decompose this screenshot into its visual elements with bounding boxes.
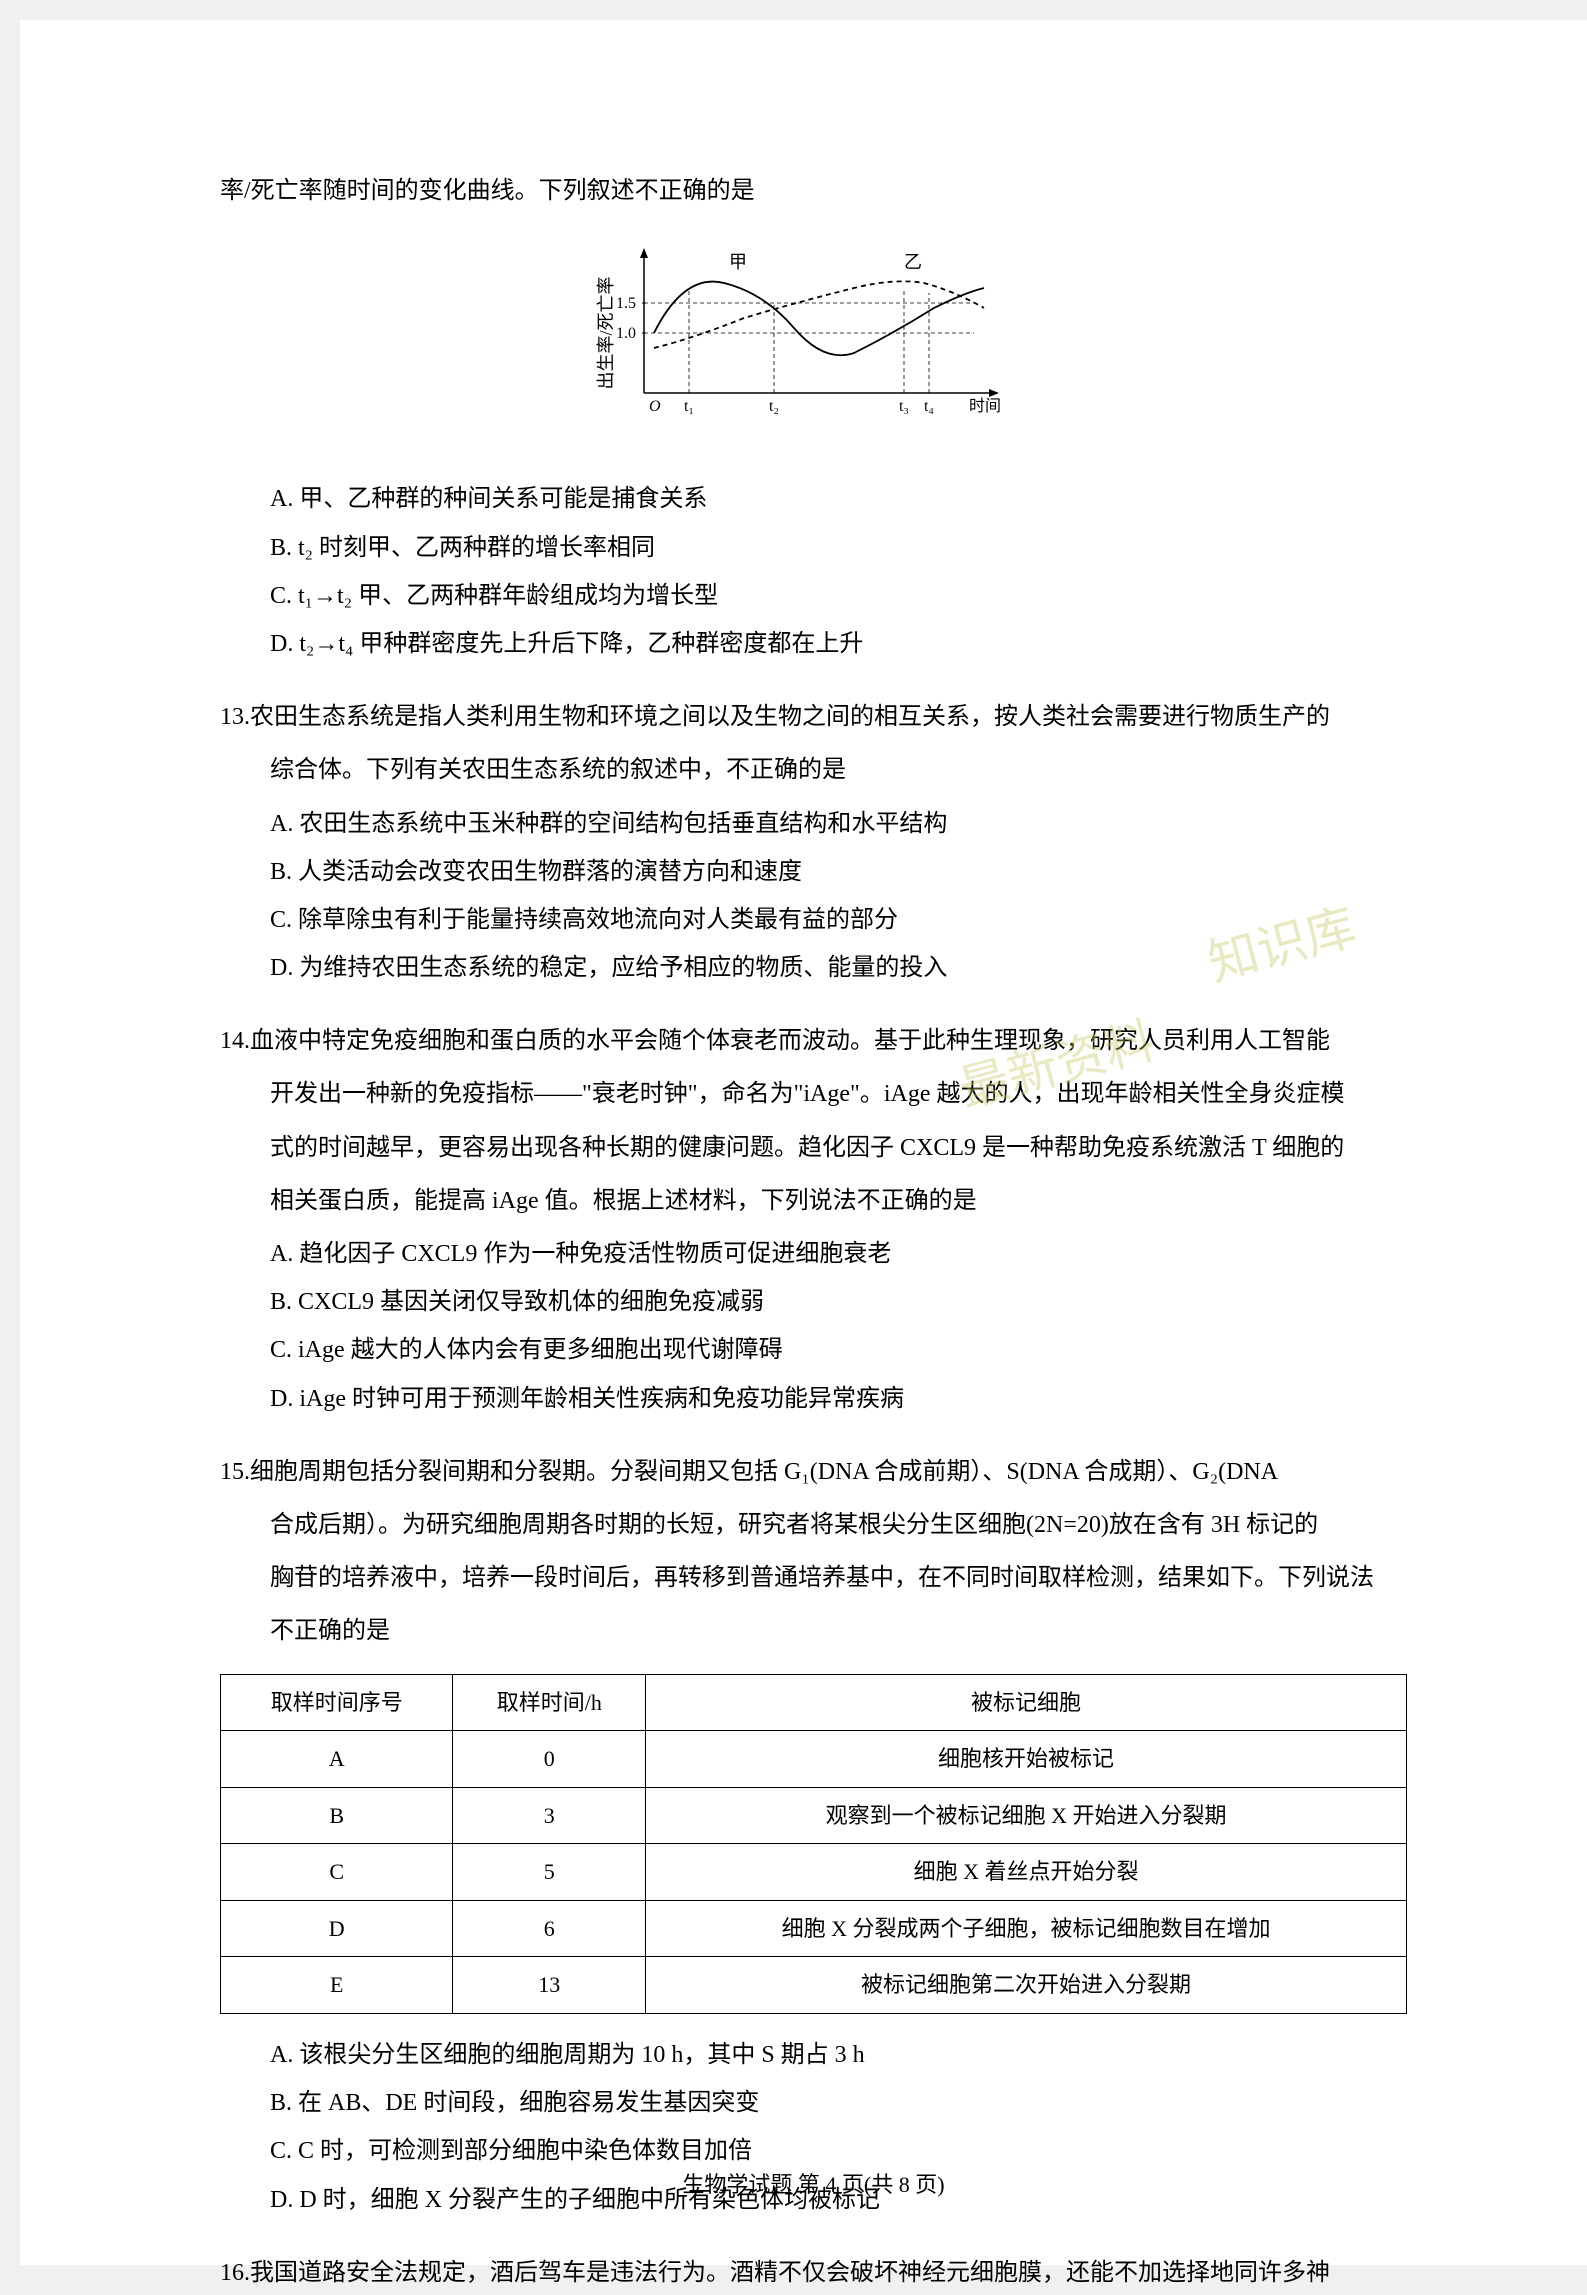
q14-option-a: A. 趋化因子 CXCL9 作为一种免疫活性物质可促进细胞衰老 [220,1233,1407,1276]
q14-option-b: B. CXCL9 基因关闭仅导致机体的细胞免疫减弱 [220,1281,1407,1324]
q12-option-d: D. t₂→t₄ 甲种群密度先上升后下降，乙种群密度都在上升 [220,623,1407,666]
q13-option-a: A. 农田生态系统中玉米种群的空间结构包括垂直结构和水平结构 [220,803,1407,846]
q15: 15.细胞周期包括分裂间期和分裂期。分裂间期又包括 G₁(DNA 合成前期）、S… [220,1451,1407,2222]
svg-text:t₁: t₁ [683,398,693,415]
q14-option-d: D. iAge 时钟可用于预测年龄相关性疾病和免疫功能异常疾病 [220,1378,1407,1421]
page-footer: 生物学试题 第 4 页(共 8 页) [20,2165,1587,2205]
q12-option-a: A. 甲、乙种群的种间关系可能是捕食关系 [220,478,1407,521]
q15-stem3: 胸苷的培养液中，培养一段时间后，再转移到普通培养基中，在不同时间取样检测，结果如… [220,1557,1407,1600]
q14-number: 14. [220,1028,250,1054]
q14-stem3: 式的时间越早，更容易出现各种长期的健康问题。趋化因子 CXCL9 是一种帮助免疫… [220,1127,1407,1170]
q13-option-b: B. 人类活动会改变农田生物群落的演替方向和速度 [220,851,1407,894]
table-row: D 6 细胞 X 分裂成两个子细胞，被标记细胞数目在增加 [221,1900,1407,1957]
q14-stem1: 14.血液中特定免疫细胞和蛋白质的水平会随个体衰老而波动。基于此种生理现象，研究… [220,1020,1407,1063]
birth-death-rate-chart: 出生率/死亡率 1.0 1.5 O t₁ t₂ t₃ t₄ [594,233,1034,433]
q13-stem2: 综合体。下列有关农田生态系统的叙述中，不正确的是 [220,749,1407,792]
q15-option-a: A. 该根尖分生区细胞的细胞周期为 10 h，其中 S 期占 3 h [220,2034,1407,2077]
svg-text:t₄: t₄ [923,398,933,415]
continuation-text: 率/死亡率随时间的变化曲线。下列叙述不正确的是 [220,170,1407,213]
q15-th-0: 取样时间序号 [221,1674,453,1731]
svg-text:出生率/死亡率: 出生率/死亡率 [596,277,616,390]
q16: 16.我国道路安全法规定，酒后驾车是违法行为。酒精不仅会破坏神经元细胞膜，还能不… [220,2252,1407,2295]
svg-text:时间: 时间 [969,397,1001,415]
q13-option-c: C. 除草除虫有利于能量持续高效地流向对人类最有益的部分 [220,899,1407,942]
table-row: A 0 细胞核开始被标记 [221,1731,1407,1788]
q15-th-2: 被标记细胞 [646,1674,1407,1731]
q14-stem4: 相关蛋白质，能提高 iAge 值。根据上述材料，下列说法不正确的是 [220,1180,1407,1223]
q14-option-c: C. iAge 越大的人体内会有更多细胞出现代谢障碍 [220,1329,1407,1372]
q16-number: 16. [220,2260,250,2286]
table-row: B 3 观察到一个被标记细胞 X 开始进入分裂期 [221,1787,1407,1844]
q15-number: 15. [220,1459,250,1485]
table-row: C 5 细胞 X 着丝点开始分裂 [221,1844,1407,1901]
q14-stem2: 开发出一种新的免疫指标——"衰老时钟"，命名为"iAge"。iAge 越大的人，… [220,1073,1407,1116]
q12-options: A. 甲、乙种群的种间关系可能是捕食关系 B. t₂ 时刻甲、乙两种群的增长率相… [220,478,1407,666]
svg-text:乙: 乙 [904,252,922,272]
chart-container: 出生率/死亡率 1.0 1.5 O t₁ t₂ t₃ t₄ [220,233,1407,448]
svg-text:1.0: 1.0 [616,325,636,342]
q13-number: 13. [220,704,250,730]
svg-text:t₂: t₂ [768,398,778,415]
exam-page: 率/死亡率随时间的变化曲线。下列叙述不正确的是 出生率/死亡率 1.0 1.5 [20,20,1587,2265]
q15-stem1: 15.细胞周期包括分裂间期和分裂期。分裂间期又包括 G₁(DNA 合成前期）、S… [220,1451,1407,1494]
q15-stem2: 合成后期）。为研究细胞周期各时期的长短，研究者将某根尖分生区细胞(2N=20)放… [220,1504,1407,1547]
svg-text:甲: 甲 [729,252,747,272]
q15-option-b: B. 在 AB、DE 时间段，细胞容易发生基因突变 [220,2082,1407,2125]
q12-option-b: B. t₂ 时刻甲、乙两种群的增长率相同 [220,527,1407,570]
q15-stem4: 不正确的是 [220,1610,1407,1653]
q13-option-d: D. 为维持农田生态系统的稳定，应给予相应的物质、能量的投入 [220,947,1407,990]
svg-text:1.5: 1.5 [616,295,636,312]
q16-stem1: 16.我国道路安全法规定，酒后驾车是违法行为。酒精不仅会破坏神经元细胞膜，还能不… [220,2252,1407,2295]
q12-option-c: C. t₁→t₂ 甲、乙两种群年龄组成均为增长型 [220,575,1407,618]
q13: 13.农田生态系统是指人类利用生物和环境之间以及生物之间的相互关系，按人类社会需… [220,696,1407,990]
q15-th-1: 取样时间/h [453,1674,646,1731]
q13-stem1: 13.农田生态系统是指人类利用生物和环境之间以及生物之间的相互关系，按人类社会需… [220,696,1407,739]
q14: 14.血液中特定免疫细胞和蛋白质的水平会随个体衰老而波动。基于此种生理现象，研究… [220,1020,1407,1421]
q15-table: 取样时间序号 取样时间/h 被标记细胞 A 0 细胞核开始被标记 B 3 观察到… [220,1674,1407,2015]
table-row: E 13 被标记细胞第二次开始进入分裂期 [221,1957,1407,2014]
svg-text:t₃: t₃ [898,398,908,415]
svg-text:O: O [649,398,661,415]
